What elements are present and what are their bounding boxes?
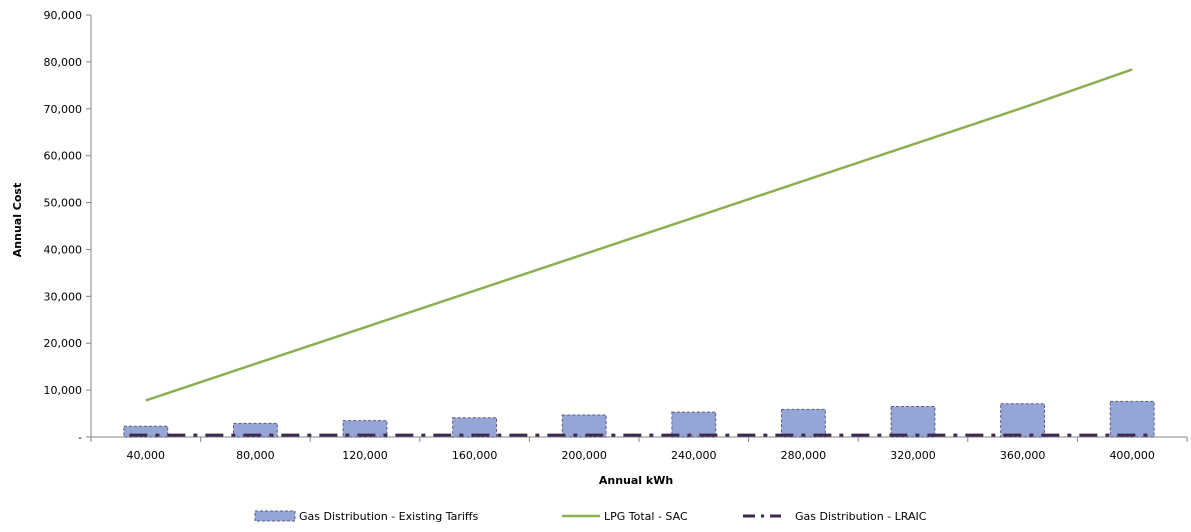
x-axis-title: Annual kWh — [599, 474, 673, 487]
y-tick-label: 90,000 — [44, 9, 83, 22]
bar — [232, 422, 278, 438]
legend-label-lraic: Gas Distribution - LRAIC — [795, 510, 927, 523]
y-tick-label: 10,000 — [44, 384, 83, 397]
legend-label-sac: LPG Total - SAC — [604, 510, 688, 523]
bar-series-existing-tariffs — [123, 400, 1155, 438]
x-tick-label: 360,000 — [1000, 449, 1046, 462]
bar — [342, 420, 388, 438]
x-tick-label: 160,000 — [452, 449, 498, 462]
y-tick-label: 80,000 — [44, 56, 83, 69]
bar — [123, 425, 169, 438]
x-tick-label: 280,000 — [781, 449, 827, 462]
x-tick-label: 120,000 — [342, 449, 388, 462]
x-tick-label: 80,000 — [236, 449, 275, 462]
y-tick-label: 20,000 — [44, 337, 83, 350]
bar — [890, 406, 936, 438]
x-tick-label: 320,000 — [890, 449, 936, 462]
bar — [1000, 403, 1046, 438]
x-tick-label: 200,000 — [561, 449, 607, 462]
y-axis-title: Annual Cost — [11, 183, 24, 257]
sac-line — [145, 68, 1133, 402]
bar — [780, 408, 826, 438]
y-tick-label: 70,000 — [44, 103, 83, 116]
x-tick-label: 240,000 — [671, 449, 717, 462]
legend: Gas Distribution - Existing Tariffs LPG … — [254, 510, 927, 523]
line-series-sac — [145, 68, 1133, 402]
legend-label-existing-tariffs: Gas Distribution - Existing Tariffs — [299, 510, 478, 523]
bar — [1109, 400, 1155, 438]
x-tick-label: 40,000 — [127, 449, 166, 462]
legend-swatch-existing-tariffs — [254, 510, 296, 522]
x-tick-label: 400,000 — [1109, 449, 1155, 462]
bar — [561, 414, 607, 438]
y-tick-label: 60,000 — [44, 150, 83, 163]
bar — [452, 417, 498, 438]
y-tick-label: - — [78, 431, 82, 444]
y-axis: - 10,000 20,000 30,000 40,000 50,000 60,000 70,… — [44, 9, 92, 444]
y-tick-label: 40,000 — [44, 243, 83, 256]
y-tick-label: 50,000 — [44, 197, 83, 210]
x-axis: 40,000 80,000 120,000 160,000 200,000 240,000… — [90, 436, 1188, 462]
bar — [671, 411, 717, 438]
y-tick-label: 30,000 — [44, 290, 83, 303]
